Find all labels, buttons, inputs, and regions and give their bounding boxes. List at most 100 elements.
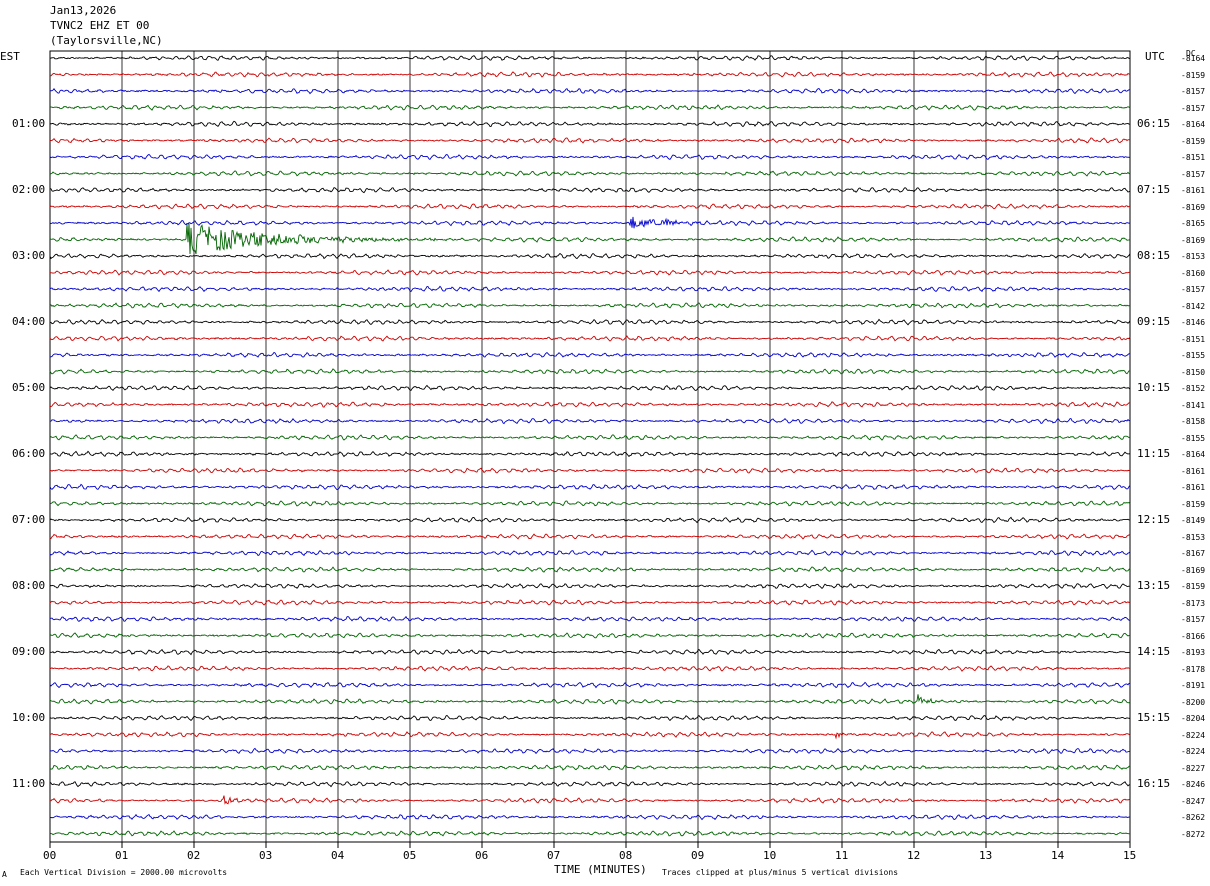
x-tick-label: 12 bbox=[907, 849, 921, 862]
trace-row-42 bbox=[49, 731, 1131, 740]
left-hour-label: 05:00 bbox=[12, 381, 46, 394]
trace-row-37 bbox=[49, 648, 1131, 656]
right-hour-label: 12:15 bbox=[1137, 513, 1171, 526]
x-tick-label: 06 bbox=[475, 849, 489, 862]
trace-row-1 bbox=[49, 55, 1131, 61]
left-hour-label: 08:00 bbox=[12, 579, 46, 592]
clip-note: Traces clipped at plus/minus 5 vertical … bbox=[662, 868, 899, 877]
left-hour-label: 11:00 bbox=[12, 777, 46, 790]
left-hour-label: 03:00 bbox=[12, 249, 46, 262]
trace-row-15 bbox=[49, 285, 1131, 293]
dc-offset-label: -8161 bbox=[1181, 466, 1206, 476]
x-tick-label: 14 bbox=[1051, 849, 1065, 862]
trace-row-8 bbox=[49, 170, 1131, 177]
trace-row-10 bbox=[49, 203, 1131, 210]
chart-date: Jan13,2026 bbox=[50, 4, 117, 17]
dc-offset-label: -8169 bbox=[1181, 565, 1206, 575]
trace-row-36 bbox=[49, 632, 1131, 639]
trace-row-24 bbox=[49, 434, 1131, 441]
right-hour-label: 16:15 bbox=[1137, 777, 1171, 790]
dc-offset-label: -8224 bbox=[1181, 730, 1206, 740]
trace-row-48 bbox=[49, 830, 1131, 837]
trace-row-40 bbox=[49, 694, 1131, 705]
left-timezone-label: EST bbox=[0, 50, 20, 63]
dc-offset-label: -8153 bbox=[1181, 252, 1206, 261]
x-tick-label: 00 bbox=[43, 849, 57, 862]
dc-offset-label: -8166 bbox=[1181, 631, 1206, 641]
trace-row-25 bbox=[49, 450, 1131, 458]
trace-row-13 bbox=[49, 252, 1131, 260]
dc-offset-label: -8159 bbox=[1181, 136, 1206, 146]
scale-note: Each Vertical Division = 2000.00 microvo… bbox=[20, 868, 228, 877]
dc-offset-label: -8150 bbox=[1181, 367, 1206, 377]
left-hour-label: 07:00 bbox=[12, 513, 46, 526]
trace-row-27 bbox=[49, 483, 1131, 491]
trace-row-20 bbox=[49, 368, 1131, 375]
left-hour-label: 09:00 bbox=[12, 645, 46, 658]
dc-offset-label: -8164 bbox=[1181, 54, 1206, 63]
trace-row-16 bbox=[49, 302, 1131, 309]
dc-offset-label: -8204 bbox=[1181, 714, 1206, 723]
trace-row-2 bbox=[49, 71, 1131, 78]
trace-row-38 bbox=[49, 665, 1131, 672]
trace-row-43 bbox=[49, 747, 1131, 755]
right-hour-label: 11:15 bbox=[1137, 447, 1171, 460]
trace-row-47 bbox=[49, 813, 1131, 821]
trace-row-19 bbox=[49, 351, 1131, 358]
trace-row-3 bbox=[49, 87, 1131, 95]
trace-row-34 bbox=[49, 599, 1131, 606]
trace-row-17 bbox=[49, 318, 1131, 326]
dc-offset-label: -8155 bbox=[1181, 351, 1206, 360]
left-hour-label: 06:00 bbox=[12, 447, 46, 460]
dc-offset-label: -8173 bbox=[1181, 598, 1206, 608]
trace-row-41 bbox=[49, 714, 1131, 722]
left-hour-label: 10:00 bbox=[12, 711, 46, 724]
trace-row-23 bbox=[49, 417, 1131, 425]
trace-row-45 bbox=[49, 780, 1131, 788]
trace-row-30 bbox=[49, 533, 1131, 540]
dc-offset-label: -8169 bbox=[1181, 202, 1206, 212]
dc-offset-label: -8191 bbox=[1181, 681, 1206, 690]
trace-row-28 bbox=[49, 500, 1131, 507]
dc-offset-label: -8246 bbox=[1181, 780, 1206, 789]
right-timezone-label: UTC bbox=[1145, 50, 1165, 63]
trace-row-11 bbox=[49, 216, 1131, 229]
left-hour-label: 04:00 bbox=[12, 315, 46, 328]
trace-row-29 bbox=[49, 516, 1131, 524]
trace-row-4 bbox=[49, 104, 1131, 111]
trace-row-9 bbox=[49, 187, 1131, 194]
dc-offset-label: -8200 bbox=[1181, 697, 1206, 707]
x-tick-label: 15 bbox=[1123, 849, 1137, 862]
dc-offset-label: -8262 bbox=[1181, 813, 1206, 822]
dc-offset-label: -8160 bbox=[1181, 268, 1206, 278]
trace-row-39 bbox=[49, 681, 1131, 689]
dc-offset-label: -8152 bbox=[1181, 384, 1206, 393]
right-hour-label: 06:15 bbox=[1137, 117, 1171, 130]
dc-offset-label: -8157 bbox=[1181, 169, 1206, 179]
right-hour-label: 14:15 bbox=[1137, 645, 1171, 658]
dc-offset-label: -8169 bbox=[1181, 235, 1206, 245]
dc-offset-label: -8247 bbox=[1181, 796, 1206, 806]
dc-offset-label: -8141 bbox=[1181, 400, 1206, 410]
trace-row-21 bbox=[49, 384, 1131, 392]
dc-offset-label: -8161 bbox=[1181, 483, 1206, 492]
x-tick-label: 01 bbox=[115, 849, 129, 862]
trace-row-22 bbox=[49, 401, 1131, 408]
trace-row-44 bbox=[49, 764, 1131, 771]
x-tick-label: 07 bbox=[547, 849, 561, 862]
x-tick-label: 03 bbox=[259, 849, 273, 862]
station-code: TVNC2 EHZ ET 00 bbox=[50, 19, 150, 32]
dc-offset-label: -8149 bbox=[1181, 516, 1206, 525]
x-tick-label: 08 bbox=[619, 849, 633, 862]
x-axis-label: TIME (MINUTES) bbox=[554, 863, 647, 876]
dc-offset-label: -8146 bbox=[1181, 318, 1206, 327]
dc-offset-label: -8159 bbox=[1181, 70, 1206, 80]
x-tick-label: 11 bbox=[835, 849, 849, 862]
trace-row-7 bbox=[49, 153, 1131, 160]
dc-offset-label: -8153 bbox=[1181, 532, 1206, 542]
left-hour-label: 01:00 bbox=[12, 117, 46, 130]
trace-row-46 bbox=[49, 795, 1131, 805]
trace-row-6 bbox=[49, 137, 1131, 144]
dc-offset-label: -8159 bbox=[1181, 582, 1206, 591]
